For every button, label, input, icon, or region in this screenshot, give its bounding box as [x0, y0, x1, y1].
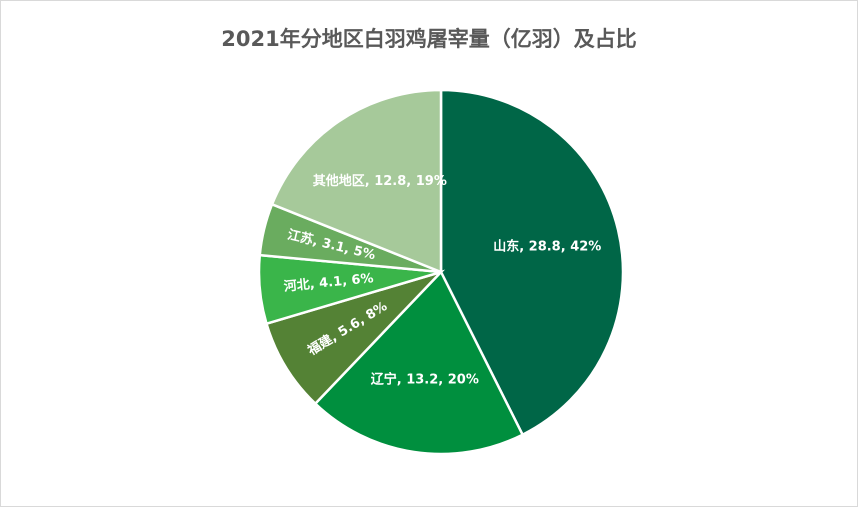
slice-label-0: 山东, 28.8, 42%: [493, 238, 601, 254]
pie-slice-0: [439, 88, 625, 437]
chart-title: 2021年分地区白羽鸡屠宰量（亿羽）及占比: [221, 27, 637, 51]
slice-label-1: 辽宁, 13.2, 20%: [371, 371, 479, 387]
slice-label-5: 其他地区, 12.8, 19%: [313, 173, 447, 189]
pie-slice-2: [264, 269, 446, 406]
pie-slice-1: [313, 269, 525, 456]
pie-slice-5: [270, 88, 443, 274]
